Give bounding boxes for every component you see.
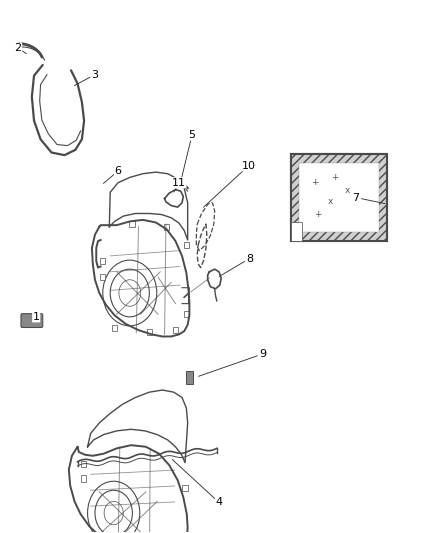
Bar <box>100 274 105 280</box>
Bar <box>147 329 152 335</box>
Text: 7: 7 <box>353 192 360 203</box>
Text: 10: 10 <box>242 161 256 171</box>
Bar <box>100 258 105 264</box>
Bar <box>164 223 170 230</box>
Bar <box>112 325 117 331</box>
FancyBboxPatch shape <box>186 372 193 384</box>
Bar <box>173 327 178 333</box>
Text: x: x <box>327 197 333 206</box>
Text: 9: 9 <box>259 349 266 359</box>
Text: 4: 4 <box>215 497 223 507</box>
FancyBboxPatch shape <box>21 314 43 327</box>
Bar <box>299 163 379 231</box>
Text: 5: 5 <box>188 130 195 140</box>
Text: 3: 3 <box>92 70 99 79</box>
Text: +: + <box>314 210 321 219</box>
Text: +: + <box>311 178 318 187</box>
Text: 8: 8 <box>246 254 253 263</box>
Text: 11: 11 <box>172 177 186 188</box>
Bar <box>291 154 387 241</box>
Bar <box>129 221 134 227</box>
Polygon shape <box>291 222 302 241</box>
Bar <box>81 475 86 482</box>
Bar <box>184 242 189 248</box>
Bar <box>81 461 86 467</box>
Text: x: x <box>345 186 350 195</box>
Text: 2: 2 <box>14 43 21 53</box>
Bar <box>291 154 387 241</box>
Bar <box>184 311 189 317</box>
Text: 6: 6 <box>114 166 121 176</box>
Bar <box>183 485 187 491</box>
Text: 1: 1 <box>33 312 40 322</box>
Text: +: + <box>331 173 338 182</box>
